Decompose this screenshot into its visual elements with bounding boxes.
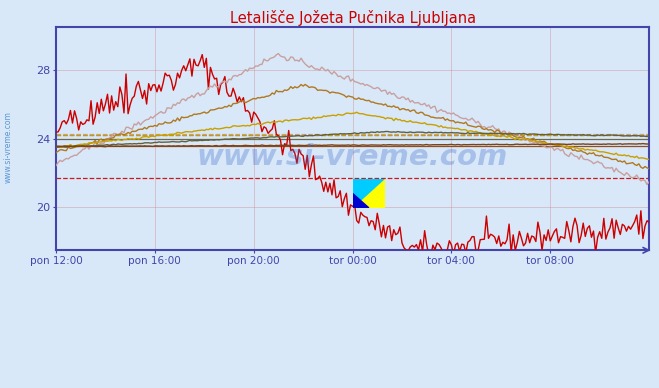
Polygon shape xyxy=(353,179,385,208)
Polygon shape xyxy=(353,179,385,208)
Title: Letališče Jožeta Pučnika Ljubljana: Letališče Jožeta Pučnika Ljubljana xyxy=(229,10,476,26)
Text: www.si-vreme.com: www.si-vreme.com xyxy=(197,142,508,171)
Text: www.si-vreme.com: www.si-vreme.com xyxy=(3,111,13,184)
Polygon shape xyxy=(353,193,369,208)
